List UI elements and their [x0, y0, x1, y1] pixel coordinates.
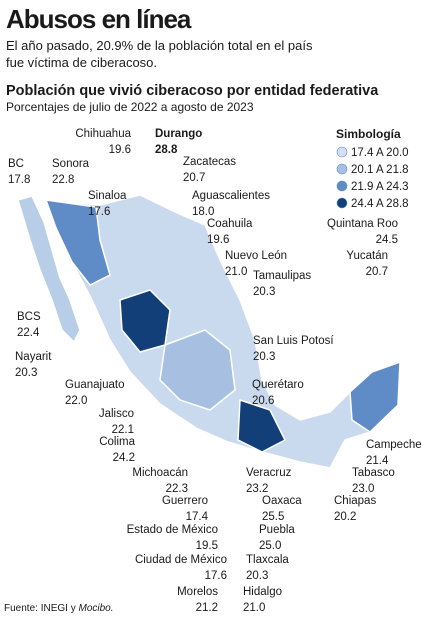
state-name: Querétaro [252, 379, 304, 391]
state-name: Aguascalientes [192, 190, 270, 202]
state-name: Coahuila [207, 218, 253, 230]
map-subtitle: Porcentajes de julio de 2022 a agosto de… [6, 100, 254, 114]
legend-swatch [336, 163, 348, 175]
source: Fuente: INEGI y Mocibo. [4, 603, 114, 614]
state-value: 20.3 [253, 286, 275, 298]
legend-label: 20.1 A 21.8 [351, 164, 409, 176]
state-value: 20.6 [252, 395, 274, 407]
state-name: BCS [17, 311, 41, 323]
baja-california [17, 195, 81, 344]
state-name: Sonora [52, 158, 90, 170]
state-value: 23.0 [352, 483, 374, 495]
state-value: 19.5 [196, 540, 218, 552]
legend-title: Simbología [336, 127, 401, 141]
title: Abusos en línea [6, 4, 192, 34]
state-labels: BC 17.8 Sonora 22.8 Chihuahua 19.6 Durango 28.8… [8, 128, 422, 614]
map-title: Población que vivió ciberacoso por entid… [6, 83, 379, 99]
state-value: 23.2 [246, 483, 268, 495]
state-value: 21.2 [196, 602, 218, 614]
legend-label: 17.4 A 20.0 [351, 147, 409, 159]
state-name: Estado de México [127, 524, 218, 536]
state-value: 28.8 [155, 144, 178, 156]
source-italic: Mocibo. [78, 603, 113, 614]
state-value: 20.3 [253, 351, 275, 363]
state-name: Tlaxcala [246, 554, 289, 566]
legend-swatch [336, 180, 348, 192]
state-value: 24.2 [113, 452, 135, 464]
map-shapes [17, 194, 401, 469]
state-value: 17.8 [8, 174, 30, 186]
state-name: Nayarit [15, 351, 52, 363]
state-name: Guanajuato [65, 379, 124, 391]
state-name: Colima [99, 436, 135, 448]
legend-swatch [336, 146, 348, 158]
state-value: 20.2 [334, 511, 356, 523]
subtitle: fue víctima de ciberacoso. [6, 55, 157, 70]
state-name: BC [8, 158, 24, 170]
state-value: 25.0 [259, 540, 281, 552]
state-value: 19.6 [207, 234, 229, 246]
state-value: 18.0 [192, 206, 214, 218]
state-name: Michoacán [132, 467, 188, 479]
state-name: Veracruz [246, 467, 292, 479]
state-value: 22.3 [166, 483, 188, 495]
state-name: Tabasco [352, 467, 395, 479]
state-name: Jalisco [99, 408, 134, 420]
state-value: 21.4 [366, 455, 389, 467]
state-name: Yucatán [346, 250, 388, 262]
state-name: Nuevo León [225, 250, 287, 262]
state-value: 17.4 [186, 511, 209, 523]
state-name: Zacatecas [183, 156, 236, 168]
legend: 17.4 A 20.0 20.1 A 21.8 21.9 A 24.3 24.4 A … [336, 146, 409, 210]
state-name: Oaxaca [262, 495, 302, 507]
state-name: Morelos [177, 586, 218, 598]
state-value: 17.6 [205, 570, 227, 582]
state-name: Chihuahua [75, 128, 131, 140]
state-value: 20.3 [15, 367, 37, 379]
state-name: Campeche [366, 439, 422, 451]
state-value: 25.5 [262, 511, 284, 523]
state-name: Quintana Roo [327, 218, 398, 230]
state-value: 21.0 [225, 266, 247, 278]
state-name: Ciudad de México [135, 554, 227, 566]
state-name: Sinaloa [88, 190, 127, 202]
legend-label: 21.9 A 24.3 [351, 181, 409, 193]
state-name: Guerrero [162, 495, 208, 507]
state-name: Chiapas [334, 495, 376, 507]
state-value: 22.0 [65, 395, 87, 407]
legend-label: 24.4 A 28.8 [351, 198, 409, 210]
state-name: Tamaulipas [253, 270, 311, 282]
source-text: Fuente: INEGI y [4, 603, 78, 614]
state-name: Durango [155, 128, 202, 140]
south-region [237, 398, 287, 453]
legend-swatch [336, 197, 348, 209]
state-value: 17.6 [88, 206, 110, 218]
state-value: 24.5 [376, 234, 398, 246]
state-name: Hidalgo [243, 586, 282, 598]
state-value: 20.7 [366, 266, 388, 278]
sonora-region [44, 199, 111, 286]
state-name: Puebla [259, 524, 295, 536]
state-value: 20.3 [246, 570, 268, 582]
state-value: 20.7 [183, 172, 205, 184]
subtitle: El año pasado, 20.9% de la población tot… [6, 38, 313, 53]
state-value: 21.0 [243, 602, 265, 614]
state-value: 22.8 [52, 174, 74, 186]
state-value: 22.4 [17, 327, 40, 339]
state-name: San Luis Potosí [253, 335, 334, 347]
yucatan-region [349, 360, 401, 433]
state-value: 19.6 [109, 144, 131, 156]
state-value: 22.1 [112, 424, 134, 436]
center-region [159, 329, 236, 411]
